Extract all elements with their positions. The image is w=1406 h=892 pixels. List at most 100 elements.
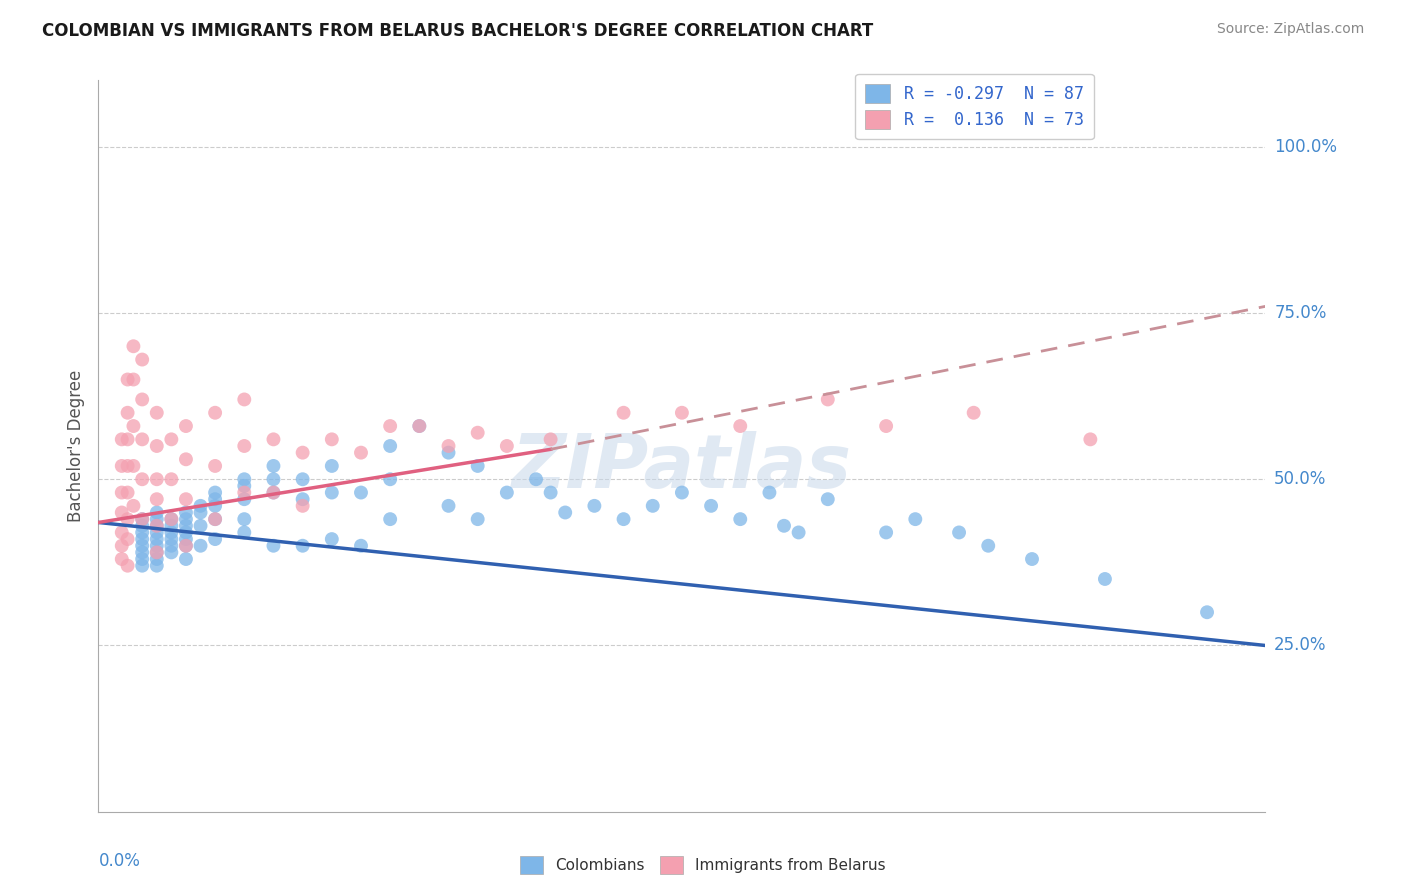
Point <box>233 492 256 507</box>
Point <box>146 472 169 486</box>
Point <box>233 392 256 407</box>
Point <box>1195 605 1218 619</box>
Point <box>875 525 897 540</box>
Point <box>160 525 183 540</box>
Point <box>291 445 314 459</box>
Point <box>408 419 430 434</box>
Point <box>524 472 547 486</box>
Point <box>117 512 139 526</box>
Point <box>174 539 197 553</box>
Point <box>467 458 489 473</box>
Point <box>174 492 197 507</box>
Point <box>437 499 460 513</box>
Point <box>190 506 212 520</box>
Point <box>204 458 226 473</box>
Point <box>131 512 153 526</box>
Point <box>146 518 169 533</box>
Point <box>122 458 145 473</box>
Point <box>122 372 145 386</box>
Text: 75.0%: 75.0% <box>1274 304 1326 322</box>
Point <box>146 506 169 520</box>
Point <box>160 545 183 559</box>
Point <box>380 439 402 453</box>
Point <box>111 458 134 473</box>
Point <box>160 532 183 546</box>
Point <box>131 392 153 407</box>
Point <box>291 472 314 486</box>
Point <box>380 512 402 526</box>
Point <box>146 406 169 420</box>
Point <box>233 439 256 453</box>
Point <box>117 485 139 500</box>
Point <box>117 558 139 573</box>
Point <box>641 499 664 513</box>
Point <box>204 406 226 420</box>
Point <box>117 372 139 386</box>
Point <box>817 392 839 407</box>
Point <box>540 485 562 500</box>
Point <box>146 512 169 526</box>
Point <box>350 485 373 500</box>
Point <box>190 539 212 553</box>
Text: COLOMBIAN VS IMMIGRANTS FROM BELARUS BACHELOR'S DEGREE CORRELATION CHART: COLOMBIAN VS IMMIGRANTS FROM BELARUS BAC… <box>42 22 873 40</box>
Text: 100.0%: 100.0% <box>1274 137 1337 156</box>
Point <box>160 518 183 533</box>
Point <box>131 545 153 559</box>
Point <box>948 525 970 540</box>
Point <box>174 525 197 540</box>
Point <box>321 532 343 546</box>
Point <box>233 485 256 500</box>
Point <box>111 525 134 540</box>
Point <box>131 472 153 486</box>
Point <box>131 525 153 540</box>
Point <box>817 492 839 507</box>
Point <box>467 512 489 526</box>
Point <box>204 512 226 526</box>
Point <box>146 518 169 533</box>
Point <box>671 406 693 420</box>
Point <box>350 539 373 553</box>
Point <box>204 485 226 500</box>
Point <box>131 352 153 367</box>
Point <box>1021 552 1043 566</box>
Point <box>111 539 134 553</box>
Point <box>612 512 634 526</box>
Point <box>730 419 752 434</box>
Point <box>122 419 145 434</box>
Point <box>773 518 796 533</box>
Point <box>262 485 284 500</box>
Text: ZIPatlas: ZIPatlas <box>512 432 852 505</box>
Point <box>437 445 460 459</box>
Point <box>262 539 284 553</box>
Point <box>160 512 183 526</box>
Point <box>146 492 169 507</box>
Legend: R = -0.297  N = 87, R =  0.136  N = 73: R = -0.297 N = 87, R = 0.136 N = 73 <box>855 74 1094 139</box>
Point <box>174 532 197 546</box>
Point <box>131 539 153 553</box>
Point <box>204 492 226 507</box>
Point <box>321 433 343 447</box>
Point <box>160 472 183 486</box>
Point <box>262 458 284 473</box>
Point <box>233 512 256 526</box>
Point <box>730 512 752 526</box>
Point <box>262 485 284 500</box>
Point <box>291 539 314 553</box>
Point <box>122 339 145 353</box>
Point <box>146 439 169 453</box>
Point <box>174 512 197 526</box>
Point <box>204 512 226 526</box>
Point <box>1094 572 1116 586</box>
Point <box>904 512 927 526</box>
Point <box>204 499 226 513</box>
Point <box>174 518 197 533</box>
Point <box>117 406 139 420</box>
Point <box>131 552 153 566</box>
Point <box>117 458 139 473</box>
Point <box>437 439 460 453</box>
Point <box>350 445 373 459</box>
Point <box>262 472 284 486</box>
Point <box>190 499 212 513</box>
Point <box>190 518 212 533</box>
Point <box>262 433 284 447</box>
